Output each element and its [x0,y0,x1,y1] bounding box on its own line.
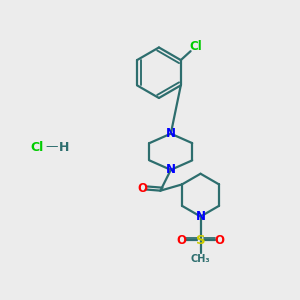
Text: N: N [196,210,206,223]
Text: S: S [196,234,205,247]
Text: —: — [45,140,58,154]
Text: H: H [59,140,70,154]
Text: O: O [137,182,147,195]
Text: Cl: Cl [189,40,202,52]
Text: CH₃: CH₃ [191,254,210,264]
Text: N: N [166,164,176,176]
Text: Cl: Cl [30,140,44,154]
Text: O: O [215,234,225,247]
Text: O: O [176,234,186,247]
Text: N: N [166,127,176,140]
